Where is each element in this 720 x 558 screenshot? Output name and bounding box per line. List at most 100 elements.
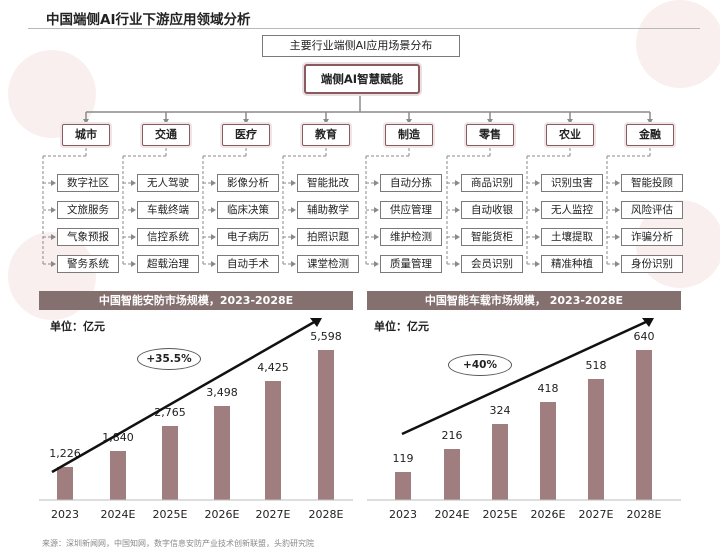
scenario-item: 拍照识题 — [297, 228, 359, 246]
core-node: 端侧AI智慧赋能 — [304, 64, 420, 94]
scenario-item: 风险评估 — [621, 201, 683, 219]
bar — [492, 424, 508, 500]
bar — [265, 381, 281, 500]
data-label: 518 — [585, 359, 607, 372]
arrow-head — [291, 234, 296, 240]
arrow-head — [567, 119, 573, 124]
arrow-head — [374, 261, 379, 267]
arrow-head — [455, 207, 460, 213]
data-label: 119 — [392, 452, 414, 465]
scenario-item: 供应管理 — [380, 201, 442, 219]
scenario-item: 超载治理 — [137, 255, 199, 273]
arrow-head — [615, 234, 620, 240]
bar — [588, 379, 604, 500]
title-divider — [28, 28, 700, 29]
scenario-item: 气象预报 — [57, 228, 119, 246]
arrow-head — [374, 234, 379, 240]
scenario-item: 土壤提取 — [541, 228, 603, 246]
category-6: 农业 — [546, 124, 594, 146]
bar — [57, 467, 73, 500]
bar — [636, 350, 652, 500]
bar — [318, 350, 334, 500]
x-tick-label: 2024E — [100, 508, 136, 521]
scenario-item: 警务系统 — [57, 255, 119, 273]
scenario-item: 自动手术 — [217, 255, 279, 273]
bar — [162, 426, 178, 500]
scenario-item: 质量管理 — [380, 255, 442, 273]
arrow-head — [131, 261, 136, 267]
data-label: 418 — [537, 382, 559, 395]
arrow-head — [374, 207, 379, 213]
arrow-head — [487, 119, 493, 124]
arrow-head — [615, 180, 620, 186]
trend-arrow — [401, 319, 649, 436]
scenario-item: 临床决策 — [217, 201, 279, 219]
scenario-item: 维护检测 — [380, 228, 442, 246]
arrow-head — [615, 261, 620, 267]
data-label: 324 — [489, 404, 511, 417]
trend-arrow-head — [310, 318, 322, 327]
watermark-logo — [636, 0, 720, 88]
arrow-head — [455, 234, 460, 240]
diagram-header: 主要行业端侧AI应用场景分布 — [262, 35, 460, 57]
arrow-head — [455, 180, 460, 186]
arrow-head — [615, 207, 620, 213]
bar — [540, 402, 556, 500]
arrow-head — [323, 119, 329, 124]
scenario-item: 智能批改 — [297, 174, 359, 192]
bar — [214, 406, 230, 500]
arrow-head — [243, 119, 249, 124]
arrow-head — [51, 234, 56, 240]
scenario-item: 商品识别 — [461, 174, 523, 192]
arrow-head — [291, 207, 296, 213]
arrow-head — [131, 234, 136, 240]
arrow-head — [647, 119, 653, 124]
watermark-logo — [8, 50, 96, 138]
category-7: 金融 — [626, 124, 674, 146]
arrow-head — [374, 180, 379, 186]
arrow-head — [535, 180, 540, 186]
arrow-head — [211, 234, 216, 240]
arrow-head — [406, 119, 412, 124]
scenario-item: 影像分析 — [217, 174, 279, 192]
x-tick-label: 2026E — [530, 508, 566, 521]
arrow-head — [83, 119, 89, 124]
arrow-head — [211, 207, 216, 213]
x-tick-label: 2027E — [255, 508, 291, 521]
x-tick-label: 2028E — [626, 508, 662, 521]
arrow-head — [163, 119, 169, 124]
arrow-head — [211, 180, 216, 186]
x-tick-label: 2023 — [389, 508, 417, 521]
x-tick-label: 2026E — [204, 508, 240, 521]
scenario-item: 自动收银 — [461, 201, 523, 219]
chart-title-security: 中国智能安防市场规模，2023-2028E — [39, 291, 353, 310]
growth-rate-badge: +35.5% — [137, 348, 201, 370]
bar — [110, 451, 126, 500]
scenario-item: 诈骗分析 — [621, 228, 683, 246]
trend-arrow-head — [642, 318, 654, 327]
category-3: 教育 — [302, 124, 350, 146]
arrow-head — [535, 261, 540, 267]
scenario-item: 会员识别 — [461, 255, 523, 273]
scenario-item: 智能投顾 — [621, 174, 683, 192]
chart-title-vehicle: 中国智能车载市场规模， 2023-2028E — [367, 291, 681, 310]
arrow-head — [51, 261, 56, 267]
arrow-head — [131, 180, 136, 186]
scenario-item: 文旅服务 — [57, 201, 119, 219]
x-tick-label: 2023 — [51, 508, 79, 521]
diagram-connectors — [42, 94, 653, 267]
data-label: 216 — [441, 429, 463, 442]
data-label: 5,598 — [310, 330, 342, 343]
category-5: 零售 — [466, 124, 514, 146]
source-note: 来源：深圳新闻网，中国知网，数字信息安防产业技术创新联盟，头豹研究院 — [42, 539, 314, 548]
scenario-item: 课堂检测 — [297, 255, 359, 273]
page-title: 中国端侧AI行业下游应用领域分析 — [46, 12, 251, 28]
scenario-item: 自动分拣 — [380, 174, 442, 192]
scenario-item: 电子病历 — [217, 228, 279, 246]
arrow-head — [51, 207, 56, 213]
arrow-head — [535, 234, 540, 240]
x-tick-label: 2024E — [434, 508, 470, 521]
category-4: 制造 — [385, 124, 433, 146]
chart-unit-vehicle: 单位：亿元 — [374, 320, 429, 333]
scenario-item: 识别虫害 — [541, 174, 603, 192]
